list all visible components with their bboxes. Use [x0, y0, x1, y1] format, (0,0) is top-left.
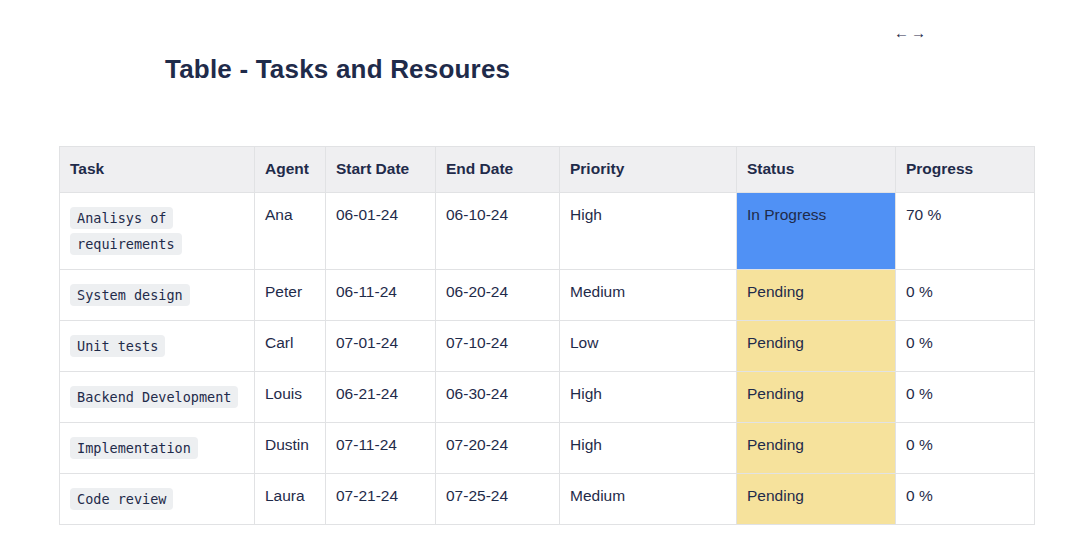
priority-cell: Low: [560, 320, 737, 371]
table-row: Backend Development Louis 06-21-24 06-30…: [60, 371, 1035, 422]
progress-cell: 0 %: [896, 422, 1035, 473]
column-header-task: Task: [60, 147, 255, 193]
end-date-cell: 07-20-24: [436, 422, 560, 473]
progress-cell: 0 %: [896, 371, 1035, 422]
progress-cell: 70 %: [896, 192, 1035, 269]
task-cell: Code review: [60, 473, 255, 524]
page-title: Table - Tasks and Resoures: [165, 54, 510, 85]
priority-cell: Medium: [560, 269, 737, 320]
task-label: Backend Development: [70, 386, 238, 408]
progress-cell: 0 %: [896, 269, 1035, 320]
priority-cell: High: [560, 371, 737, 422]
priority-cell: High: [560, 422, 737, 473]
status-cell: Pending: [737, 269, 896, 320]
status-cell: Pending: [737, 320, 896, 371]
column-header-start-date: Start Date: [326, 147, 436, 193]
tasks-table: Task Agent Start Date End Date Priority …: [59, 146, 1035, 525]
tasks-table-container: Task Agent Start Date End Date Priority …: [59, 146, 1034, 525]
task-label: Analisys of requirements: [70, 207, 182, 255]
resize-horizontal-icon[interactable]: ←→: [894, 24, 928, 41]
end-date-cell: 07-25-24: [436, 473, 560, 524]
end-date-cell: 07-10-24: [436, 320, 560, 371]
column-header-progress: Progress: [896, 147, 1035, 193]
end-date-cell: 06-10-24: [436, 192, 560, 269]
agent-cell: Louis: [255, 371, 326, 422]
task-cell: Backend Development: [60, 371, 255, 422]
table-row: System design Peter 06-11-24 06-20-24 Me…: [60, 269, 1035, 320]
task-label: Unit tests: [70, 335, 165, 357]
status-cell: In Progress: [737, 192, 896, 269]
column-header-priority: Priority: [560, 147, 737, 193]
status-cell: Pending: [737, 422, 896, 473]
task-label: System design: [70, 284, 190, 306]
agent-cell: Laura: [255, 473, 326, 524]
start-date-cell: 07-01-24: [326, 320, 436, 371]
progress-cell: 0 %: [896, 320, 1035, 371]
priority-cell: High: [560, 192, 737, 269]
table-row: Unit tests Carl 07-01-24 07-10-24 Low Pe…: [60, 320, 1035, 371]
task-cell: System design: [60, 269, 255, 320]
status-cell: Pending: [737, 371, 896, 422]
table-row: Code review Laura 07-21-24 07-25-24 Medi…: [60, 473, 1035, 524]
task-cell: Unit tests: [60, 320, 255, 371]
agent-cell: Peter: [255, 269, 326, 320]
task-cell: Implementation: [60, 422, 255, 473]
start-date-cell: 07-21-24: [326, 473, 436, 524]
end-date-cell: 06-20-24: [436, 269, 560, 320]
column-header-agent: Agent: [255, 147, 326, 193]
table-header-row: Task Agent Start Date End Date Priority …: [60, 147, 1035, 193]
priority-cell: Medium: [560, 473, 737, 524]
task-label: Code review: [70, 488, 173, 510]
end-date-cell: 06-30-24: [436, 371, 560, 422]
start-date-cell: 06-11-24: [326, 269, 436, 320]
table-row: Analisys of requirements Ana 06-01-24 06…: [60, 192, 1035, 269]
task-cell: Analisys of requirements: [60, 192, 255, 269]
table-row: Implementation Dustin 07-11-24 07-20-24 …: [60, 422, 1035, 473]
start-date-cell: 06-21-24: [326, 371, 436, 422]
agent-cell: Carl: [255, 320, 326, 371]
status-cell: Pending: [737, 473, 896, 524]
column-header-end-date: End Date: [436, 147, 560, 193]
agent-cell: Ana: [255, 192, 326, 269]
agent-cell: Dustin: [255, 422, 326, 473]
progress-cell: 0 %: [896, 473, 1035, 524]
task-label: Implementation: [70, 437, 198, 459]
column-header-status: Status: [737, 147, 896, 193]
start-date-cell: 06-01-24: [326, 192, 436, 269]
start-date-cell: 07-11-24: [326, 422, 436, 473]
